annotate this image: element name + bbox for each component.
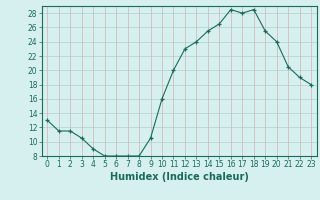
X-axis label: Humidex (Indice chaleur): Humidex (Indice chaleur) [110, 172, 249, 182]
